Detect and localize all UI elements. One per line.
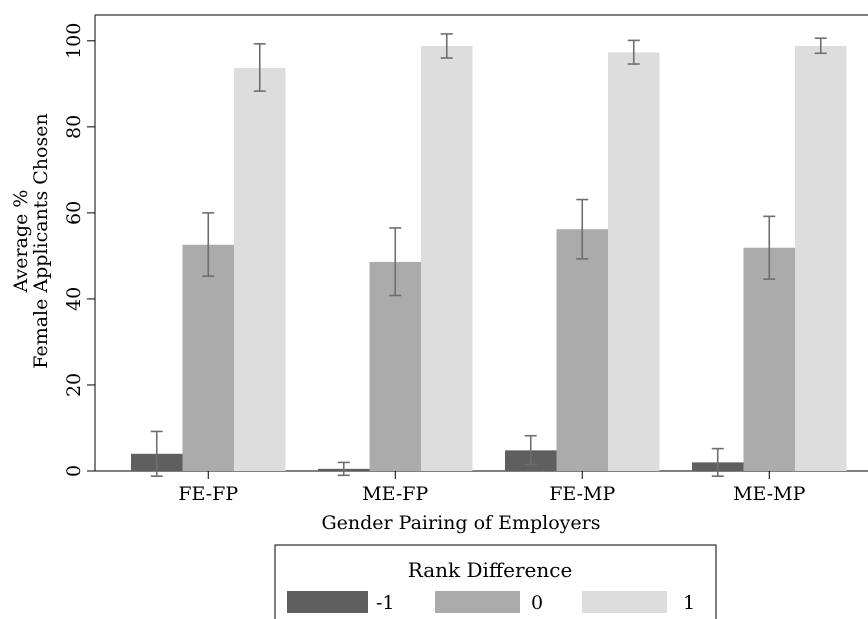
bar <box>182 244 234 471</box>
bar <box>743 247 795 471</box>
legend-swatch-0 <box>435 591 520 613</box>
bar <box>556 229 608 471</box>
bar <box>608 52 660 471</box>
x-tick-label: ME-FP <box>362 483 428 505</box>
y-tick-label: 40 <box>63 287 85 311</box>
legend-swatch-1 <box>582 591 667 613</box>
y-tick-label: 20 <box>63 373 85 397</box>
bar <box>234 67 286 471</box>
legend-title: Rank Difference <box>408 558 573 582</box>
legend-label-0: 0 <box>531 592 543 614</box>
y-axis-title-line2: Female Applicants Chosen <box>30 113 52 368</box>
x-tick-label: FE-MP <box>549 483 615 505</box>
y-tick-label: 60 <box>63 201 85 225</box>
legend-label-minus1: -1 <box>376 592 395 614</box>
x-tick-label: ME-MP <box>733 483 806 505</box>
bar <box>421 45 473 472</box>
bar <box>369 261 421 471</box>
x-axis-title: Gender Pairing of Employers <box>321 512 600 534</box>
y-tick-label: 100 <box>63 23 85 59</box>
y-tick-label: 80 <box>63 115 85 139</box>
legend: Rank Difference -1 0 1 <box>274 544 717 619</box>
plot-area: 0 20 40 60 80 100 FE-FP ME-FP FE-MP ME-MP <box>63 14 868 505</box>
bar <box>795 45 847 472</box>
legend-swatch-minus1 <box>287 591 368 613</box>
x-tick-label: FE-FP <box>178 483 238 505</box>
legend-label-1: 1 <box>683 592 695 614</box>
y-tick-label: 0 <box>63 465 85 477</box>
y-axis-title-line1: Average % <box>10 190 32 294</box>
